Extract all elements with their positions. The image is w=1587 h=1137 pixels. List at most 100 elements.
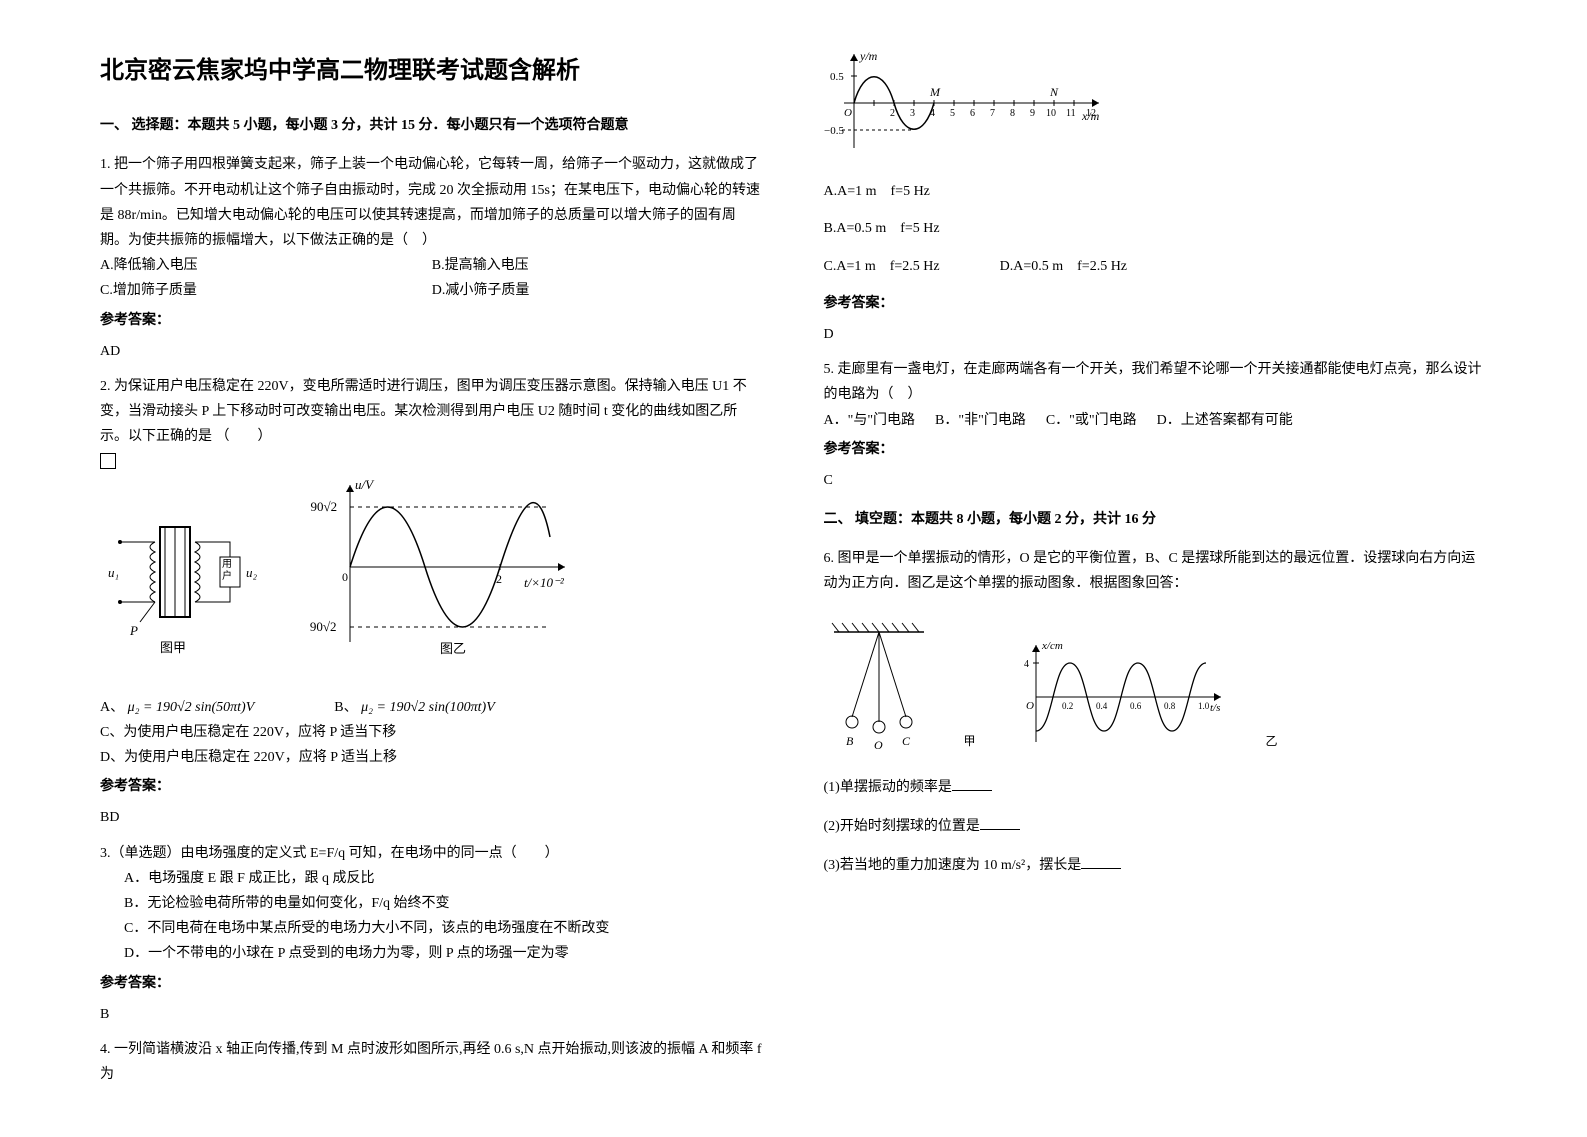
svg-text:N: N [1049,85,1059,99]
svg-text:5: 5 [950,108,955,119]
q3-option-b: B．无论检验电荷所带的电量如何变化，F/q 始终不变 [100,891,764,916]
svg-text:−190√2: −190√2 [310,619,336,634]
svg-text:0.8: 0.8 [1164,701,1176,711]
svg-text:4: 4 [1024,659,1029,670]
svg-text:6: 6 [970,108,975,119]
svg-text:t/s: t/s [1210,702,1220,714]
svg-text:O: O [1026,700,1034,712]
svg-text:10: 10 [1046,108,1056,119]
svg-text:M: M [929,85,941,99]
svg-text:2: 2 [890,108,895,119]
svg-text:0: 0 [342,570,348,584]
q1-option-c: C.增加筛子质量 [100,278,432,303]
page: 北京密云焦家坞中学高二物理联考试题含解析 一、 选择题：本题共 5 小题，每小题… [0,0,1587,1137]
svg-text:t/×10⁻²: t/×10⁻² [524,575,565,590]
svg-text:O: O [844,107,852,119]
svg-text:用: 用 [222,559,232,570]
svg-text:图乙: 图乙 [440,641,466,656]
svg-text:−0.5: −0.5 [824,125,844,137]
q2-option-d: D、为使用户电压稳定在 220V，应将 P 适当上移 [100,745,764,770]
answer-label: 参考答案： [824,437,1488,462]
q6-fig-left-caption: 甲 [964,731,976,753]
svg-text:1.0: 1.0 [1198,701,1210,711]
svg-text:9: 9 [1030,108,1035,119]
page-title: 北京密云焦家坞中学高二物理联考试题含解析 [100,50,764,93]
q6-sub2: (2)开始时刻摆球的位置是 [824,814,1488,839]
q4-option-a: A.A=1 m f=5 Hz [824,179,1488,204]
q1-option-b: B.提高输入电压 [432,253,764,278]
q2-answer: BD [100,805,764,830]
svg-text:2: 2 [496,572,502,586]
svg-text:0.5: 0.5 [830,71,844,83]
q5-option-b: B．"非"门电路 [935,408,1026,433]
q5-option-a: A．"与"门电路 [824,408,916,433]
question-1: 1. 把一个筛子用四根弹簧支起来，筛子上装一个电动偏心轮，它每转一周，给筛子一个… [100,152,764,364]
q3-stem: 3.（单选题）由电场强度的定义式 E=F/q 可知，在电场中的同一点（ ） [100,841,764,866]
svg-text:O: O [874,738,883,752]
q2-option-c: C、为使用户电压稳定在 220V，应将 P 适当下移 [100,720,764,745]
q6-fig-right-caption: 乙 [1266,731,1278,753]
q1-stem: 1. 把一个筛子用四根弹簧支起来，筛子上装一个电动偏心轮，它每转一周，给筛子一个… [100,152,764,253]
svg-text:12: 12 [1086,108,1096,119]
svg-text:B: B [846,734,854,748]
svg-text:0.2: 0.2 [1062,701,1073,711]
svg-text:u/V: u/V [355,477,375,492]
q4-answer: D [824,322,1488,347]
q6-figure: B O C 甲 甲 x/cm t/s 4 O [824,617,1488,757]
q6-stem: 6. 图甲是一个单摆振动的情形，O 是它的平衡位置，B、C 是摆球所能到达的最远… [824,546,1488,596]
q2-fig-left-caption: 图甲 [160,640,186,655]
q5-option-d: D．上述答案都有可能 [1157,408,1293,433]
q6-fig-left: B O C 甲 [824,617,934,757]
question-4-stem: 4. 一列简谐横波沿 x 轴正向传播,传到 M 点时波形如图所示,再经 0.6 … [100,1037,764,1087]
answer-label: 参考答案： [100,774,764,799]
question-2: 2. 为保证用户电压稳定在 220V，变电所需适时进行调压，图甲为调压变压器示意… [100,374,764,831]
q2-blank-box [100,453,116,469]
q1-answer: AD [100,339,764,364]
q6-sub3: (3)若当地的重力加速度为 10 m/s²，摆长是 [824,853,1488,878]
q2-stem: 2. 为保证用户电压稳定在 220V，变电所需适时进行调压，图甲为调压变压器示意… [100,374,764,450]
svg-text:0.6: 0.6 [1130,701,1142,711]
q4-figure: y/m x/m 0.5 −0.5 O 2 3 4 5 6 7 8 9 [824,48,1488,167]
q1-options: A.降低输入电压 B.提高输入电压 C.增加筛子质量 D.减小筛子质量 [100,253,764,303]
q5-answer: C [824,468,1488,493]
svg-text:x/cm: x/cm [1041,640,1063,652]
svg-text:0.4: 0.4 [1096,701,1108,711]
q4-option-b: B.A=0.5 m f=5 Hz [824,216,1488,241]
q6-sub1: (1)单摆振动的频率是 [824,775,1488,800]
svg-text:户: 户 [222,569,232,582]
q3-option-d: D．一个不带电的小球在 P 点受到的电场力为零，则 P 点的场强一定为零 [100,941,764,966]
svg-text:11: 11 [1066,108,1076,119]
svg-text:P: P [129,623,138,638]
answer-label: 参考答案： [100,971,764,996]
column-right: y/m x/m 0.5 −0.5 O 2 3 4 5 6 7 8 9 [794,40,1488,1097]
column-left: 北京密云焦家坞中学高二物理联考试题含解析 一、 选择题：本题共 5 小题，每小题… [100,40,794,1097]
svg-text:C: C [902,734,911,748]
question-3: 3.（单选题）由电场强度的定义式 E=F/q 可知，在电场中的同一点（ ） A．… [100,841,764,1027]
q5-option-c: C．"或"门电路 [1046,408,1137,433]
svg-text:190√2: 190√2 [310,499,337,514]
svg-text:7: 7 [990,108,995,119]
q3-option-c: C．不同电荷在电场中某点所受的电场力大小不同，该点的电场强度在不断改变 [100,916,764,941]
q1-option-d: D.减小筛子质量 [432,278,764,303]
q2-option-b2: B、 μ₂ = 190√2 sin(100πt)V [334,695,495,720]
svg-text:3: 3 [910,108,915,119]
q4-option-d: D.A=0.5 m f=2.5 Hz [1000,254,1127,279]
svg-text:u₂: u₂ [246,565,258,580]
q4-stem: 4. 一列简谐横波沿 x 轴正向传播,传到 M 点时波形如图所示,再经 0.6 … [100,1037,764,1087]
q2-figure: P u₁ 用 户 u₂ 图甲 u/V [100,477,764,657]
question-6: 6. 图甲是一个单摆振动的情形，O 是它的平衡位置，B、C 是摆球所能到达的最远… [824,546,1488,878]
section-1-heading: 一、 选择题：本题共 5 小题，每小题 3 分，共计 15 分．每小题只有一个选… [100,113,764,138]
q2-option-a2: A、 μ₂ = 190√2 sin(50πt)V [100,695,254,720]
q1-option-a: A.降低输入电压 [100,253,432,278]
q6-fig-right: x/cm t/s 4 O 0.2 0.4 0.6 0.8 1.0 [1006,637,1236,757]
svg-text:u₁: u₁ [108,565,119,580]
answer-label: 参考答案： [100,308,764,333]
answer-label: 参考答案： [824,291,1488,316]
section-2-heading: 二、 填空题：本题共 8 小题，每小题 2 分，共计 16 分 [824,507,1488,532]
q5-stem: 5. 走廊里有一盏电灯，在走廊两端各有一个开关，我们希望不论哪一个开关接通都能使… [824,357,1488,407]
q4-options: A.A=1 m f=5 Hz B.A=0.5 m f=5 Hz C.A=1 m … [824,179,1488,347]
q3-answer: B [100,1002,764,1027]
q4-option-c: C.A=1 m f=2.5 Hz [824,254,940,279]
q2-fig-right: u/V 190√2 −190√2 0 2 t/×10⁻² 图乙 [310,477,590,657]
svg-text:8: 8 [1010,108,1015,119]
